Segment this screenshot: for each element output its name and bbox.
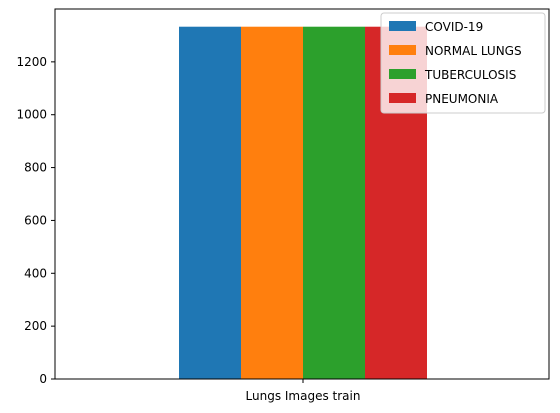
legend-swatch xyxy=(389,69,416,79)
y-tick-label: 800 xyxy=(24,161,47,175)
y-tick-label: 1000 xyxy=(16,108,47,122)
y-tick-label: 600 xyxy=(24,213,47,227)
legend-box xyxy=(380,12,546,114)
x-tick-label: Lungs Images train xyxy=(246,389,361,403)
y-tick-label: 400 xyxy=(24,266,47,280)
bar-covid-19 xyxy=(179,26,241,379)
legend-label: PNEUMONIA xyxy=(425,92,499,106)
plot-frame xyxy=(54,8,550,380)
legend: COVID-19 NORMAL LUNGS TUBERCULOSIS PNEUMONI… xyxy=(380,12,546,114)
y-tick-label: 0 xyxy=(39,372,47,386)
legend-swatch xyxy=(389,93,416,103)
y-tick-label: 1200 xyxy=(16,55,47,69)
bar-normal-lungs xyxy=(241,26,303,379)
legend-swatch xyxy=(389,21,416,31)
bar-tuberculosis xyxy=(303,26,365,379)
legend-swatch xyxy=(389,45,416,55)
legend-label: TUBERCULOSIS xyxy=(424,68,516,82)
y-axis: 0 200 400 600 800 1000 1200 xyxy=(16,55,55,386)
legend-label: NORMAL LUNGS xyxy=(425,44,522,58)
legend-label: COVID-19 xyxy=(425,20,483,34)
y-tick-label: 200 xyxy=(24,319,47,333)
x-axis: Lungs Images train xyxy=(246,379,361,403)
